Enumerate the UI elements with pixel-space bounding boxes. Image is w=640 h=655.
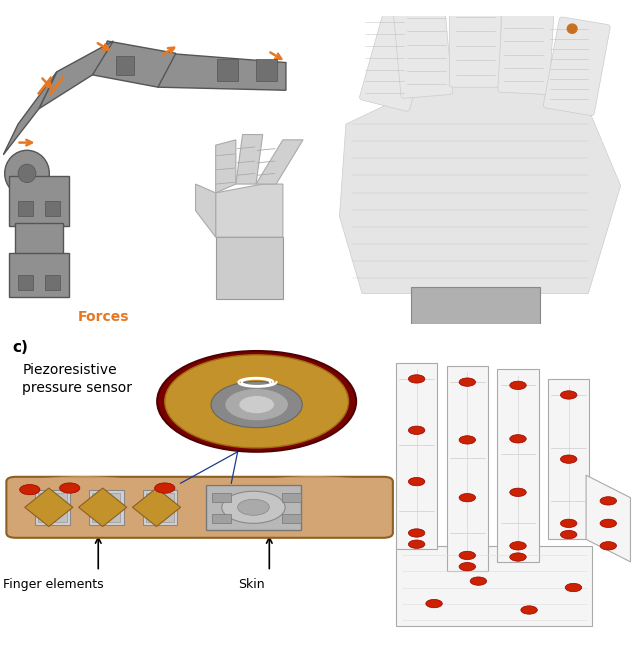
Bar xyxy=(9,176,68,226)
Circle shape xyxy=(426,599,442,608)
Circle shape xyxy=(459,378,476,386)
Polygon shape xyxy=(79,488,127,527)
Bar xyxy=(38,493,67,522)
Bar xyxy=(18,275,33,290)
Circle shape xyxy=(510,553,526,561)
Polygon shape xyxy=(132,488,180,527)
Bar xyxy=(9,253,68,297)
Text: b): b) xyxy=(323,26,341,41)
FancyBboxPatch shape xyxy=(449,0,501,87)
Polygon shape xyxy=(256,140,303,184)
Polygon shape xyxy=(39,41,113,109)
Bar xyxy=(216,237,283,299)
Bar xyxy=(282,493,301,502)
Bar xyxy=(411,288,540,324)
Bar xyxy=(206,485,301,530)
Circle shape xyxy=(459,563,476,571)
Circle shape xyxy=(164,355,349,448)
Circle shape xyxy=(237,499,269,515)
Bar xyxy=(212,514,231,523)
Text: Finger elements: Finger elements xyxy=(3,578,104,591)
Polygon shape xyxy=(196,184,216,237)
Bar xyxy=(35,490,70,525)
Bar xyxy=(45,275,60,290)
Circle shape xyxy=(561,391,577,399)
Circle shape xyxy=(600,519,616,527)
Polygon shape xyxy=(216,184,283,237)
Circle shape xyxy=(470,577,486,586)
Circle shape xyxy=(521,606,538,614)
Bar xyxy=(212,493,231,502)
Circle shape xyxy=(510,542,526,550)
Circle shape xyxy=(211,381,302,428)
Circle shape xyxy=(510,435,526,443)
Bar xyxy=(18,201,33,216)
Circle shape xyxy=(561,531,577,539)
Polygon shape xyxy=(158,53,286,90)
Circle shape xyxy=(18,164,36,183)
Bar xyxy=(15,223,63,257)
Circle shape xyxy=(600,496,616,505)
FancyBboxPatch shape xyxy=(543,17,610,115)
Bar xyxy=(92,493,120,522)
Bar xyxy=(282,514,301,523)
Circle shape xyxy=(157,351,356,452)
Circle shape xyxy=(408,529,425,537)
Circle shape xyxy=(567,24,577,33)
Circle shape xyxy=(222,491,285,523)
FancyBboxPatch shape xyxy=(6,477,393,538)
Polygon shape xyxy=(216,140,236,193)
Circle shape xyxy=(225,388,288,421)
Bar xyxy=(218,60,238,81)
Bar xyxy=(396,363,437,549)
Text: d): d) xyxy=(301,136,317,149)
Bar xyxy=(447,366,488,571)
Circle shape xyxy=(408,426,425,434)
Text: Skin: Skin xyxy=(237,578,264,591)
Circle shape xyxy=(155,483,175,493)
Circle shape xyxy=(408,540,425,548)
Circle shape xyxy=(510,381,526,390)
FancyBboxPatch shape xyxy=(498,0,556,94)
Circle shape xyxy=(510,488,526,496)
Circle shape xyxy=(561,519,577,527)
Circle shape xyxy=(60,483,80,493)
Polygon shape xyxy=(26,483,67,531)
FancyBboxPatch shape xyxy=(360,0,436,111)
Circle shape xyxy=(459,436,476,444)
Circle shape xyxy=(20,485,40,495)
Text: Piezoresistive
pressure sensor: Piezoresistive pressure sensor xyxy=(22,363,132,395)
Circle shape xyxy=(565,584,582,591)
Polygon shape xyxy=(93,41,176,87)
Polygon shape xyxy=(586,475,630,562)
Circle shape xyxy=(459,493,476,502)
Bar xyxy=(497,369,539,562)
Circle shape xyxy=(239,396,275,413)
FancyBboxPatch shape xyxy=(391,0,452,98)
Bar xyxy=(548,379,589,539)
Bar xyxy=(143,490,177,525)
Bar xyxy=(146,493,174,522)
Circle shape xyxy=(600,542,616,550)
Circle shape xyxy=(419,0,428,3)
Circle shape xyxy=(459,552,476,559)
Bar xyxy=(396,546,593,626)
Circle shape xyxy=(408,375,425,383)
Bar xyxy=(256,60,277,81)
Text: c): c) xyxy=(13,341,29,356)
Polygon shape xyxy=(236,134,262,184)
Bar xyxy=(116,56,134,75)
Circle shape xyxy=(4,150,49,196)
Text: Forces: Forces xyxy=(77,310,129,324)
Bar xyxy=(45,201,60,216)
Circle shape xyxy=(561,455,577,463)
Polygon shape xyxy=(3,72,57,155)
Circle shape xyxy=(408,477,425,486)
Polygon shape xyxy=(25,488,73,527)
Bar xyxy=(89,490,124,525)
Text: a): a) xyxy=(8,29,25,44)
Polygon shape xyxy=(339,84,621,293)
